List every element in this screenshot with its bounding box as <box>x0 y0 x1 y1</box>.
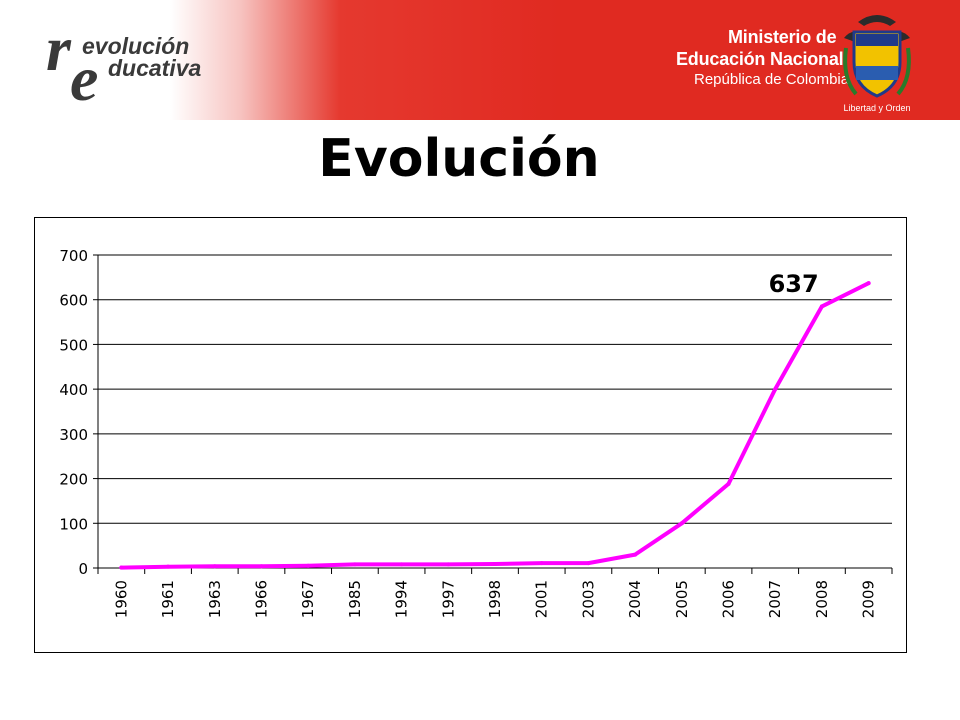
data-point <box>446 562 451 567</box>
x-tick-label: 1967 <box>299 580 317 618</box>
x-tick-label: 2006 <box>720 580 738 618</box>
logo-e-letter: e <box>70 43 98 108</box>
x-tick-label: 1994 <box>393 580 411 618</box>
data-point <box>866 281 871 286</box>
x-tick-label: 2001 <box>533 580 551 618</box>
ministry-line1: Ministerio de <box>728 27 837 47</box>
axis-layer <box>93 254 893 574</box>
x-tick-label: 1966 <box>252 580 270 618</box>
page-title: Evolución <box>318 129 600 189</box>
ministry-line3: República de Colombia <box>694 71 850 88</box>
data-point <box>633 552 638 557</box>
y-tick-label: 0 <box>78 560 88 578</box>
x-tick-label: 2004 <box>626 580 644 618</box>
data-point <box>679 521 684 526</box>
data-point <box>166 564 171 569</box>
data-point <box>119 565 124 570</box>
data-point <box>259 564 264 569</box>
logo-line2: ducativa <box>108 55 202 81</box>
x-tick-label: 1985 <box>346 580 364 618</box>
data-point <box>539 561 544 566</box>
x-tick-label: 2003 <box>579 580 597 618</box>
data-point <box>773 387 778 392</box>
colombia-coat-of-arms-icon: Libertad y Orden <box>843 15 911 113</box>
logo-line1: evolución <box>82 33 189 59</box>
y-tick-label: 200 <box>59 471 88 489</box>
y-tick-label: 700 <box>59 247 88 265</box>
chart-frame: 0 100 200 300 400 500 600 700 1960 1961 1963 1966 19… <box>34 217 907 653</box>
x-tick-label: 1960 <box>112 580 130 618</box>
grid-layer <box>98 254 892 569</box>
x-tick-label: 1963 <box>206 580 224 618</box>
data-point <box>212 564 217 569</box>
y-tick-label: 300 <box>59 426 88 444</box>
data-point <box>306 563 311 568</box>
x-tick-label: 2008 <box>813 580 831 618</box>
data-point <box>493 561 497 566</box>
line-chart: 0 100 200 300 400 500 600 700 1960 1961 1963 1966 19… <box>59 247 893 618</box>
header-banner: r e evolución ducativa Ministerio de Edu… <box>0 0 960 120</box>
y-tick-label: 400 <box>59 381 88 399</box>
motto-text: Libertad y Orden <box>843 103 910 113</box>
x-tick-label: 1998 <box>486 580 504 618</box>
y-tick-label: 500 <box>59 336 88 354</box>
x-tick-label: 1961 <box>159 580 177 618</box>
data-point <box>352 562 357 567</box>
ministry-line2: Educación Nacional <box>676 49 844 69</box>
x-tick-label: 2005 <box>673 580 691 618</box>
x-tick-label: 2007 <box>766 580 784 618</box>
label-layer: 0 100 200 300 400 500 600 700 1960 1961 1963 1966 19… <box>59 247 877 618</box>
y-tick-label: 100 <box>59 515 88 533</box>
data-point <box>399 562 404 567</box>
ministry-name: Ministerio de Educación Nacional Repúbli… <box>676 26 849 90</box>
series-layer <box>119 281 871 570</box>
data-point <box>726 481 731 486</box>
x-tick-label: 1997 <box>439 580 457 618</box>
y-tick-label: 600 <box>59 292 88 310</box>
data-point <box>586 561 591 566</box>
data-point <box>819 304 824 309</box>
series-line-0 <box>119 281 871 570</box>
logo-r-letter: r <box>46 18 72 84</box>
revolucion-educativa-logo: r e evolución ducativa <box>46 18 202 108</box>
value-annotation: 637 <box>769 270 819 298</box>
x-tick-label: 2009 <box>860 580 878 618</box>
